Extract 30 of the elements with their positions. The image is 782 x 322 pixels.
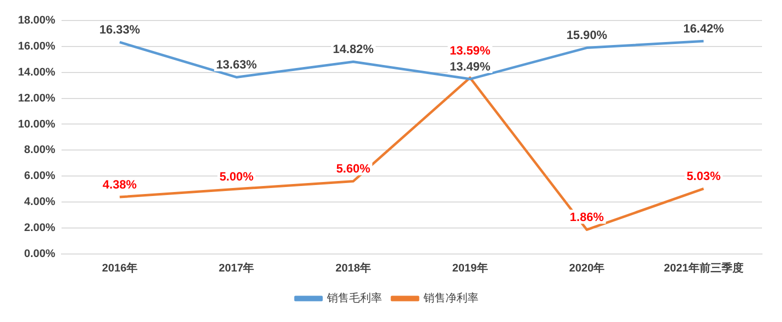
data-label: 13.63% <box>216 58 258 72</box>
x-tick-label: 2016年 <box>102 261 138 274</box>
data-label: 1.86% <box>570 210 604 224</box>
y-tick-label: 14.00% <box>18 66 56 78</box>
data-label: 5.60% <box>336 162 371 176</box>
y-tick-label: 0.00% <box>24 248 56 260</box>
y-tick-label: 18.00% <box>18 14 56 27</box>
y-tick-label: 2.00% <box>24 222 56 234</box>
y-tick-label: 6.00% <box>24 170 56 182</box>
legend-label: 销售毛利率 <box>326 292 382 305</box>
data-label: 14.82% <box>332 42 374 56</box>
data-label: 4.38% <box>102 177 138 192</box>
y-tick-label: 4.00% <box>24 196 56 208</box>
x-tick-label: 2017年 <box>218 261 254 274</box>
data-label: 5.03% <box>686 168 721 183</box>
data-label: 16.33% <box>99 22 140 37</box>
data-label: 13.59% <box>450 43 491 58</box>
x-tick-label: 2018年 <box>336 261 372 274</box>
y-tick-label: 16.00% <box>18 40 56 53</box>
legend-label: 销售净利率 <box>422 292 478 305</box>
y-tick-label: 10.00% <box>18 118 56 130</box>
x-tick-label: 2019年 <box>452 261 488 274</box>
data-label: 13.49% <box>450 59 491 74</box>
data-label: 5.00% <box>219 169 254 184</box>
x-tick-label: 2020年 <box>569 261 605 274</box>
y-tick-label: 8.00% <box>24 144 56 156</box>
data-label: 16.42% <box>683 21 724 36</box>
y-tick-label: 12.00% <box>18 92 56 104</box>
x-tick-label: 2021年前三季度 <box>664 261 744 274</box>
data-label: 15.90% <box>566 28 608 42</box>
